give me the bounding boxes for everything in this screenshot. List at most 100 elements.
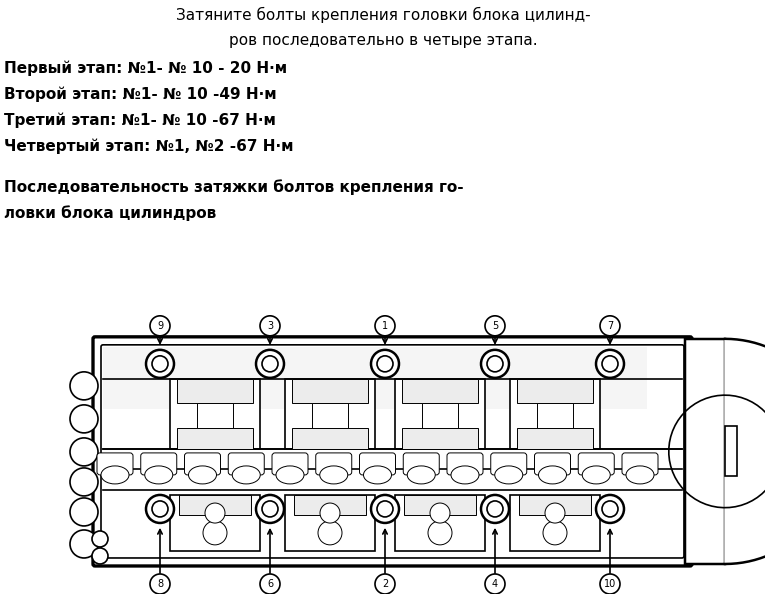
Bar xyxy=(291,428,368,449)
FancyBboxPatch shape xyxy=(97,453,133,475)
Ellipse shape xyxy=(451,466,479,484)
Bar xyxy=(197,403,233,428)
Bar xyxy=(402,428,478,449)
Bar xyxy=(177,379,253,403)
Bar xyxy=(179,495,251,515)
Ellipse shape xyxy=(495,466,522,484)
Ellipse shape xyxy=(145,466,173,484)
Text: 5: 5 xyxy=(492,321,498,331)
Bar xyxy=(395,379,485,449)
Circle shape xyxy=(545,503,565,523)
Circle shape xyxy=(377,356,393,372)
FancyBboxPatch shape xyxy=(403,453,439,475)
FancyBboxPatch shape xyxy=(272,453,308,475)
Bar xyxy=(170,379,260,449)
Polygon shape xyxy=(725,339,765,564)
Bar xyxy=(404,495,476,515)
Bar xyxy=(294,495,366,515)
Circle shape xyxy=(70,498,98,526)
Bar xyxy=(395,495,485,551)
Bar xyxy=(402,379,478,403)
Bar xyxy=(103,347,647,409)
Circle shape xyxy=(70,438,98,466)
Bar xyxy=(537,403,573,428)
Circle shape xyxy=(371,350,399,378)
Circle shape xyxy=(203,521,227,545)
Circle shape xyxy=(152,356,168,372)
Bar xyxy=(170,495,260,551)
Text: Последовательность затяжки болтов крепления го-: Последовательность затяжки болтов крепле… xyxy=(4,180,464,195)
Text: 8: 8 xyxy=(157,579,163,589)
FancyBboxPatch shape xyxy=(141,453,177,475)
FancyBboxPatch shape xyxy=(93,337,692,566)
Circle shape xyxy=(256,350,284,378)
Ellipse shape xyxy=(101,466,129,484)
FancyBboxPatch shape xyxy=(447,453,483,475)
FancyBboxPatch shape xyxy=(316,453,352,475)
Circle shape xyxy=(262,356,278,372)
Circle shape xyxy=(262,501,278,517)
FancyBboxPatch shape xyxy=(101,345,684,558)
Ellipse shape xyxy=(407,466,435,484)
Circle shape xyxy=(70,530,98,558)
Bar xyxy=(177,428,253,449)
Text: ров последовательно в четыре этапа.: ров последовательно в четыре этапа. xyxy=(229,33,537,48)
Circle shape xyxy=(481,350,509,378)
Circle shape xyxy=(602,356,618,372)
Bar xyxy=(291,379,368,403)
Bar xyxy=(285,495,375,551)
Bar xyxy=(725,426,737,476)
Circle shape xyxy=(371,495,399,523)
Text: 4: 4 xyxy=(492,579,498,589)
Circle shape xyxy=(428,521,452,545)
Text: Затяните болты крепления головки блока цилинд-: Затяните болты крепления головки блока ц… xyxy=(176,7,591,23)
Ellipse shape xyxy=(320,466,348,484)
Circle shape xyxy=(377,501,393,517)
Circle shape xyxy=(70,372,98,400)
Text: ловки блока цилиндров: ловки блока цилиндров xyxy=(4,206,216,222)
Circle shape xyxy=(487,356,503,372)
Circle shape xyxy=(256,495,284,523)
Ellipse shape xyxy=(582,466,610,484)
Circle shape xyxy=(150,574,170,594)
Text: Четвертый этап: №1, №2 -67 Н·м: Четвертый этап: №1, №2 -67 Н·м xyxy=(4,139,294,154)
Circle shape xyxy=(205,503,225,523)
Ellipse shape xyxy=(539,466,567,484)
Text: 9: 9 xyxy=(157,321,163,331)
Bar xyxy=(510,495,600,551)
Text: 3: 3 xyxy=(267,321,273,331)
Circle shape xyxy=(596,495,624,523)
FancyBboxPatch shape xyxy=(360,453,396,475)
Circle shape xyxy=(487,501,503,517)
Circle shape xyxy=(375,574,395,594)
FancyBboxPatch shape xyxy=(578,453,614,475)
FancyBboxPatch shape xyxy=(491,453,527,475)
Text: 2: 2 xyxy=(382,579,388,589)
Circle shape xyxy=(146,495,174,523)
Circle shape xyxy=(430,503,450,523)
Text: 1: 1 xyxy=(382,321,388,331)
Circle shape xyxy=(375,316,395,336)
Circle shape xyxy=(260,316,280,336)
Bar xyxy=(685,339,725,564)
Ellipse shape xyxy=(276,466,304,484)
Ellipse shape xyxy=(188,466,216,484)
Circle shape xyxy=(600,574,620,594)
Circle shape xyxy=(92,531,108,547)
Ellipse shape xyxy=(233,466,260,484)
Text: 6: 6 xyxy=(267,579,273,589)
Circle shape xyxy=(485,316,505,336)
Circle shape xyxy=(70,405,98,433)
FancyBboxPatch shape xyxy=(184,453,220,475)
Text: 10: 10 xyxy=(604,579,616,589)
Circle shape xyxy=(600,316,620,336)
Circle shape xyxy=(320,503,340,523)
Text: Третий этап: №1- № 10 -67 Н·м: Третий этап: №1- № 10 -67 Н·м xyxy=(4,113,276,128)
FancyBboxPatch shape xyxy=(228,453,264,475)
Bar xyxy=(312,403,348,428)
Text: 7: 7 xyxy=(607,321,613,331)
Circle shape xyxy=(543,521,567,545)
Circle shape xyxy=(596,350,624,378)
Bar xyxy=(510,379,600,449)
Circle shape xyxy=(146,350,174,378)
